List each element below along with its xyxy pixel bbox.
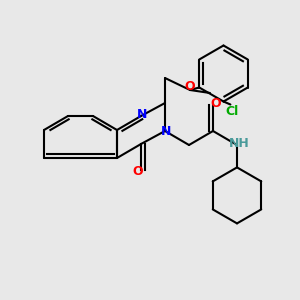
Text: N: N: [137, 108, 148, 121]
Text: Cl: Cl: [226, 105, 239, 118]
Text: O: O: [211, 97, 221, 110]
Text: O: O: [185, 80, 195, 94]
Text: NH: NH: [229, 137, 250, 150]
Text: O: O: [133, 165, 143, 178]
Text: N: N: [161, 124, 172, 137]
